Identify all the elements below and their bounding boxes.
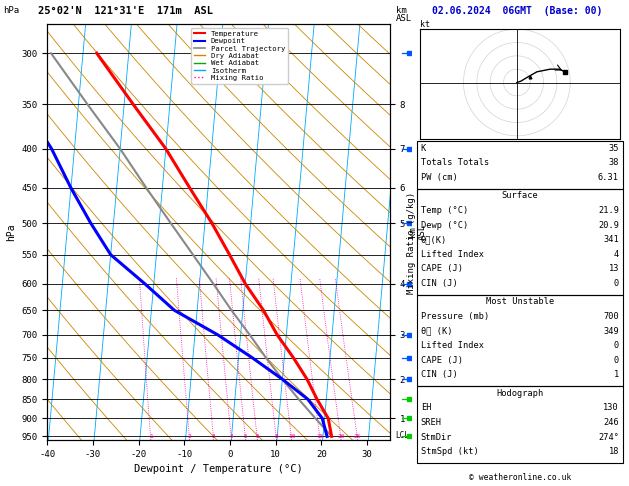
Text: Mixing Ratio (g/kg): Mixing Ratio (g/kg)	[408, 192, 416, 294]
Text: Hodograph: Hodograph	[496, 389, 543, 398]
Legend: Temperature, Dewpoint, Parcel Trajectory, Dry Adiabat, Wet Adiabat, Isotherm, Mi: Temperature, Dewpoint, Parcel Trajectory…	[191, 28, 288, 84]
Text: 20.9: 20.9	[598, 221, 619, 230]
Text: kt: kt	[420, 20, 430, 29]
Text: Temp (°C): Temp (°C)	[421, 206, 468, 215]
Text: km: km	[396, 6, 407, 15]
Text: StmSpd (kt): StmSpd (kt)	[421, 447, 479, 456]
Text: 13: 13	[608, 264, 619, 274]
Text: 25°02'N  121°31'E  171m  ASL: 25°02'N 121°31'E 171m ASL	[38, 6, 213, 16]
Y-axis label: hPa: hPa	[6, 223, 16, 241]
Text: Surface: Surface	[501, 191, 538, 201]
Text: © weatheronline.co.uk: © weatheronline.co.uk	[469, 473, 571, 482]
Text: K: K	[421, 144, 426, 153]
Text: 15: 15	[316, 434, 324, 439]
Text: Lifted Index: Lifted Index	[421, 341, 484, 350]
Text: 18: 18	[608, 447, 619, 456]
Text: PW (cm): PW (cm)	[421, 173, 457, 182]
Text: 6.31: 6.31	[598, 173, 619, 182]
Text: CIN (J): CIN (J)	[421, 279, 457, 288]
Text: 349: 349	[603, 327, 619, 336]
Text: Lifted Index: Lifted Index	[421, 250, 484, 259]
Text: StmDir: StmDir	[421, 433, 452, 442]
Text: CAPE (J): CAPE (J)	[421, 264, 463, 274]
Text: 1: 1	[614, 370, 619, 380]
Text: 10: 10	[288, 434, 296, 439]
Text: Totals Totals: Totals Totals	[421, 158, 489, 168]
Text: 4: 4	[230, 434, 233, 439]
Text: θᴄ(K): θᴄ(K)	[421, 235, 447, 244]
Text: 700: 700	[603, 312, 619, 321]
Text: 25: 25	[354, 434, 362, 439]
Text: 3: 3	[212, 434, 216, 439]
Text: 20: 20	[337, 434, 345, 439]
Text: 5: 5	[243, 434, 247, 439]
Text: SREH: SREH	[421, 418, 442, 427]
Text: 2: 2	[187, 434, 191, 439]
Text: 246: 246	[603, 418, 619, 427]
Text: 0: 0	[614, 356, 619, 365]
Text: hPa: hPa	[3, 6, 19, 15]
Text: 341: 341	[603, 235, 619, 244]
Text: 8: 8	[275, 434, 279, 439]
Text: EH: EH	[421, 403, 431, 413]
Text: 1: 1	[149, 434, 153, 439]
Text: 02.06.2024  06GMT  (Base: 00): 02.06.2024 06GMT (Base: 00)	[432, 6, 602, 16]
Text: Pressure (mb): Pressure (mb)	[421, 312, 489, 321]
Text: 6: 6	[255, 434, 259, 439]
Text: LCL: LCL	[396, 431, 409, 440]
Y-axis label: km
ASL: km ASL	[408, 224, 427, 240]
Text: 0: 0	[614, 279, 619, 288]
Text: 21.9: 21.9	[598, 206, 619, 215]
Text: θᴄ (K): θᴄ (K)	[421, 327, 452, 336]
Text: CAPE (J): CAPE (J)	[421, 356, 463, 365]
Text: Most Unstable: Most Unstable	[486, 297, 554, 307]
X-axis label: Dewpoint / Temperature (°C): Dewpoint / Temperature (°C)	[134, 464, 303, 474]
Text: ASL: ASL	[396, 14, 413, 23]
Text: 274°: 274°	[598, 433, 619, 442]
Text: 4: 4	[614, 250, 619, 259]
Text: 35: 35	[608, 144, 619, 153]
Text: 130: 130	[603, 403, 619, 413]
Text: 0: 0	[614, 341, 619, 350]
Text: Dewp (°C): Dewp (°C)	[421, 221, 468, 230]
Text: CIN (J): CIN (J)	[421, 370, 457, 380]
Text: 38: 38	[608, 158, 619, 168]
